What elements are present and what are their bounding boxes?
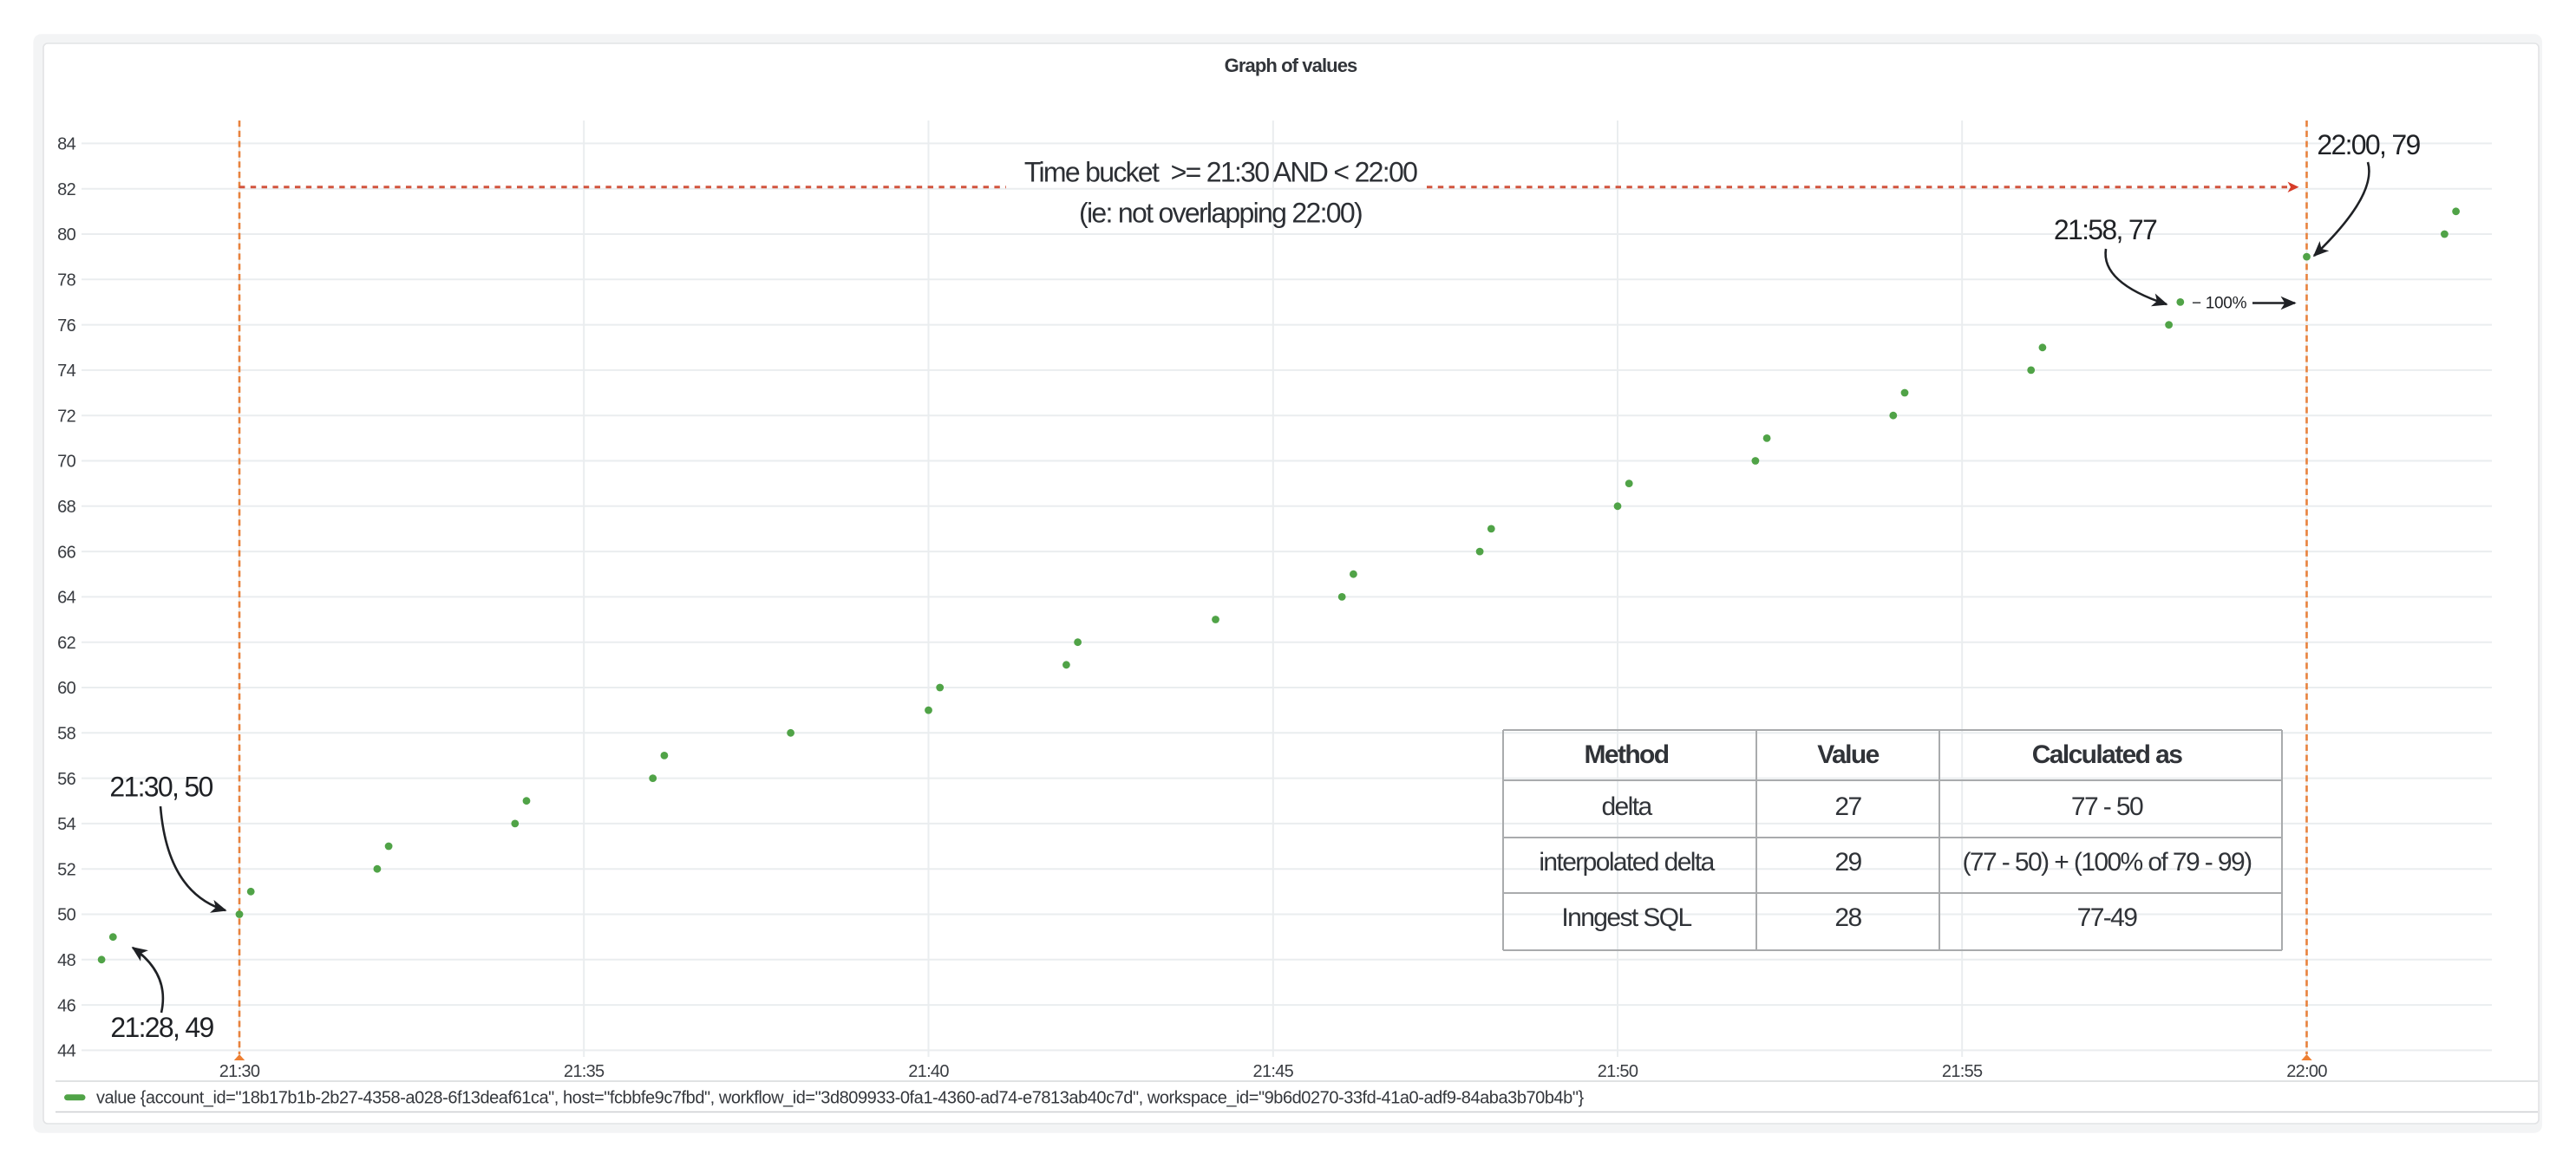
svg-text:48: 48 [57,951,75,970]
svg-text:72: 72 [57,407,75,426]
svg-text:54: 54 [57,815,75,834]
svg-text:22:00, 79: 22:00, 79 [2317,129,2420,160]
svg-text:Graph of values: Graph of values [1225,55,1357,76]
svg-text:Value: Value [1817,740,1879,769]
svg-text:60: 60 [57,679,75,698]
svg-text:29: 29 [1834,848,1861,877]
svg-text:22:00: 22:00 [2286,1062,2327,1081]
svg-text:21:28, 49: 21:28, 49 [110,1012,213,1043]
svg-text:62: 62 [57,634,75,653]
svg-text:80: 80 [57,225,75,244]
svg-text:70: 70 [57,453,75,472]
svg-text:Calculated as: Calculated as [2032,740,2183,769]
svg-text:21:35: 21:35 [564,1062,605,1081]
svg-text:21:50: 21:50 [1598,1062,1638,1081]
svg-text:21:58, 77: 21:58, 77 [2054,214,2157,245]
svg-text:52: 52 [57,860,75,879]
svg-text:21:40: 21:40 [908,1062,949,1081]
svg-text:74: 74 [57,362,75,381]
svg-text:(ie: not overlapping 22:00): (ie: not overlapping 22:00) [1079,198,1362,229]
svg-text:56: 56 [57,770,75,789]
svg-text:value {account_id="18b17b1b-2b: value {account_id="18b17b1b-2b27-4358-a0… [96,1089,1585,1108]
svg-text:50: 50 [57,906,75,925]
svg-text:84: 84 [57,135,75,154]
svg-text:− 100%: − 100% [2192,295,2247,313]
svg-text:46: 46 [57,996,75,1015]
svg-text:Method: Method [1584,740,1668,769]
svg-text:27: 27 [1834,792,1861,821]
svg-text:82: 82 [57,180,75,199]
svg-text:28: 28 [1834,903,1861,932]
svg-text:77-49: 77-49 [2077,903,2138,932]
svg-text:delta: delta [1601,792,1652,821]
svg-text:78: 78 [57,271,75,290]
svg-text:interpolated delta: interpolated delta [1539,848,1715,877]
svg-text:21:45: 21:45 [1253,1062,1294,1081]
svg-text:66: 66 [57,543,75,562]
svg-text:68: 68 [57,498,75,517]
svg-text:Inngest SQL: Inngest SQL [1561,903,1691,932]
svg-text:76: 76 [57,316,75,336]
svg-text:64: 64 [57,589,75,608]
svg-text:(77 - 50) + (100% of 79 - 99): (77 - 50) + (100% of 79 - 99) [1963,848,2252,877]
svg-text:21:55: 21:55 [1942,1062,1983,1081]
svg-text:77 - 50: 77 - 50 [2071,792,2143,821]
svg-text:21:30, 50: 21:30, 50 [109,772,212,803]
svg-text:Time bucket >= 21:30 AND < 22: Time bucket >= 21:30 AND < 22:00 [1024,157,1417,188]
svg-text:21:30: 21:30 [219,1062,260,1081]
svg-text:44: 44 [57,1042,75,1061]
svg-text:58: 58 [57,725,75,744]
